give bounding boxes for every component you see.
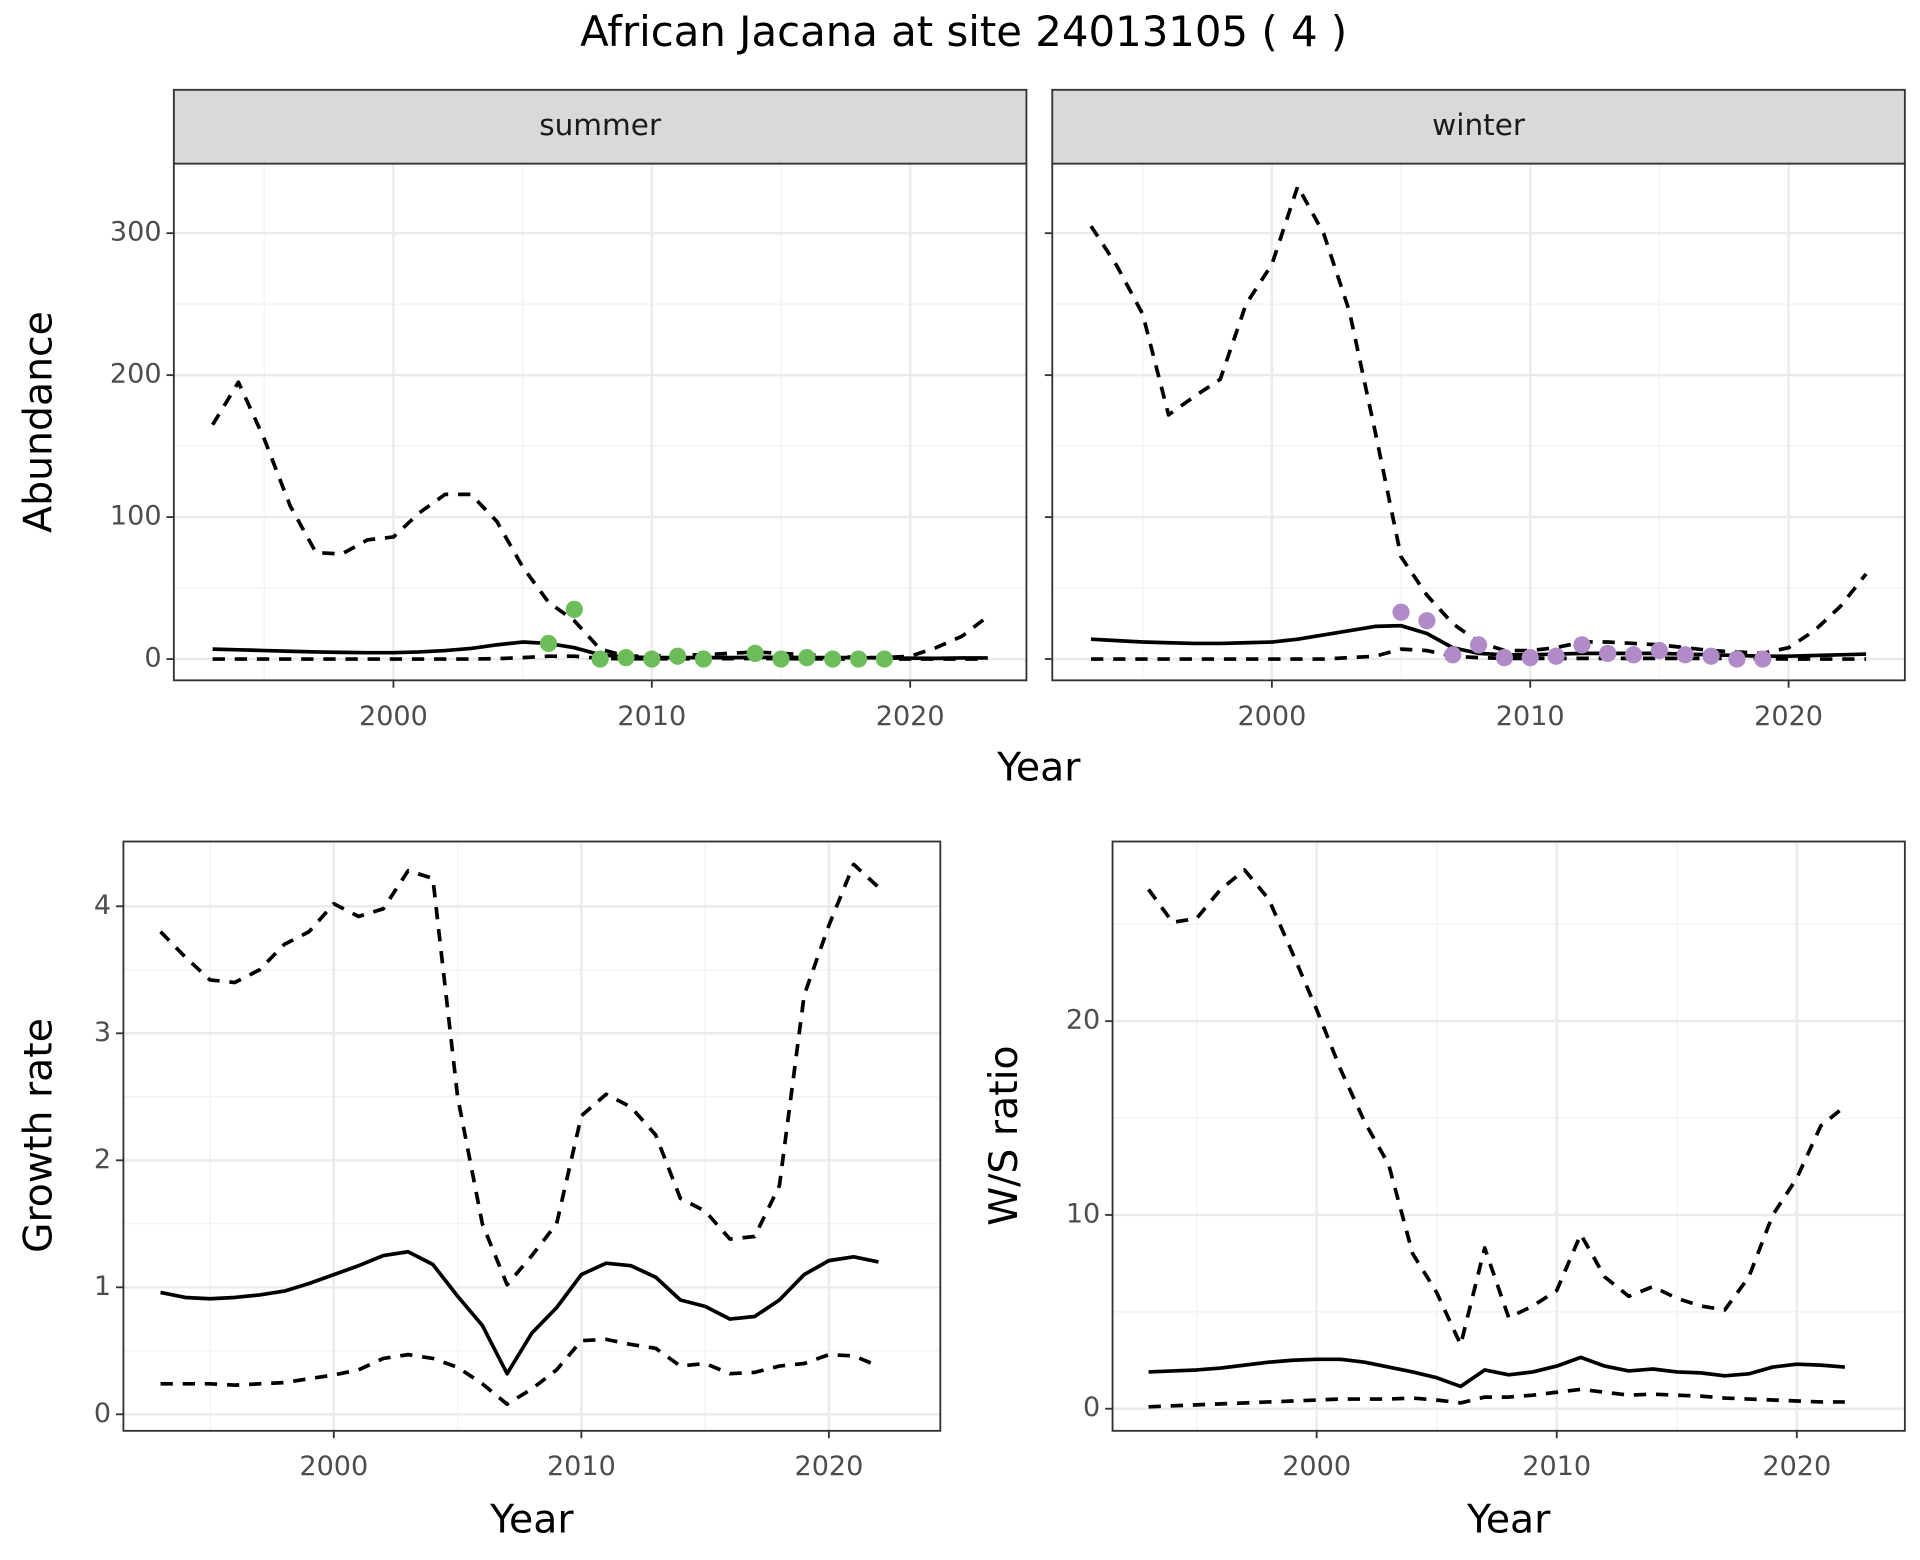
observed-point: [1392, 603, 1410, 621]
observed-point: [694, 650, 713, 668]
panel-background: [123, 841, 941, 1431]
observed-point: [591, 650, 609, 668]
x-tick-label: 2010: [1522, 1451, 1591, 1482]
observed-point: [1599, 644, 1617, 662]
observed-point: [1702, 647, 1720, 665]
panel-background: [1112, 841, 1905, 1431]
observed-point: [539, 634, 558, 653]
y-tick-label: 0: [1083, 1392, 1100, 1423]
observed-point: [1495, 649, 1514, 667]
strip-label: winter: [1432, 108, 1526, 142]
observed-point: [1754, 650, 1772, 668]
observed-point: [1547, 647, 1565, 665]
series-line: [1147, 868, 1846, 1347]
series-line: [1148, 1387, 1845, 1409]
panel-background: [1052, 163, 1905, 681]
y-tick-label: 20: [1066, 1005, 1100, 1036]
y-tick-label: 10: [1066, 1198, 1100, 1229]
panel-background: [173, 163, 1027, 681]
observed-point: [1676, 646, 1694, 664]
observed-point: [1521, 649, 1539, 667]
series-line: [160, 1249, 879, 1376]
strip-label: summer: [539, 108, 662, 142]
x-tick-label: 2020: [1762, 1451, 1831, 1482]
x-tick-label: 2010: [547, 1451, 616, 1482]
observed-point: [617, 649, 635, 667]
y-tick-label: 1: [94, 1271, 111, 1302]
series-line: [160, 1337, 880, 1406]
observed-point: [798, 649, 816, 667]
y-tick-label: 300: [110, 217, 162, 248]
observed-point: [746, 644, 764, 662]
y-tick-label: 100: [110, 501, 162, 532]
panel-border: [1111, 840, 1906, 1432]
x-tick-label: 2010: [1496, 701, 1565, 732]
x-tick-label: 2000: [1282, 1451, 1351, 1482]
x-tick-label: 2000: [1237, 701, 1306, 732]
series-line: [159, 862, 880, 1287]
x-tick-label: 2000: [299, 1451, 368, 1482]
x-tick-label: 2020: [876, 701, 945, 732]
strip-background: [172, 88, 1028, 165]
x-axis-title: Year: [489, 1496, 574, 1542]
observed-point: [1650, 641, 1669, 660]
x-tick-label: 2020: [794, 1451, 863, 1482]
y-axis-title: Abundance: [15, 311, 61, 533]
y-axis-title: Growth rate: [15, 1018, 61, 1253]
observed-point: [875, 650, 893, 668]
x-tick-label: 2010: [617, 701, 686, 732]
x-axis-title: Year: [1466, 1496, 1551, 1542]
observed-point: [1469, 636, 1488, 654]
y-tick-label: 0: [94, 1398, 111, 1429]
x-tick-label: 2000: [359, 701, 428, 732]
x-tick-label: 2020: [1754, 701, 1823, 732]
x-axis-title: Year: [996, 745, 1081, 791]
observed-point: [669, 647, 687, 665]
observed-point: [772, 650, 790, 668]
figure-title: African Jacana at site 24013105 ( 4 ): [580, 7, 1347, 56]
y-tick-label: 200: [110, 359, 162, 390]
panel-border: [122, 840, 942, 1432]
y-tick-label: 3: [94, 1017, 111, 1048]
observed-point: [1624, 646, 1643, 664]
observed-point: [565, 600, 583, 618]
observed-point: [1728, 650, 1746, 668]
observed-point: [643, 650, 661, 668]
observed-point: [1418, 612, 1436, 630]
observed-point: [1444, 646, 1462, 664]
series-line: [1148, 1355, 1845, 1389]
observed-point: [849, 650, 868, 668]
observed-point: [1573, 636, 1591, 654]
observed-point: [824, 650, 842, 668]
y-axis-title: W/S ratio: [981, 1045, 1027, 1225]
y-tick-label: 4: [94, 890, 111, 921]
y-tick-label: 0: [144, 643, 161, 674]
y-tick-label: 2: [94, 1144, 111, 1175]
strip-background: [1051, 88, 1906, 165]
